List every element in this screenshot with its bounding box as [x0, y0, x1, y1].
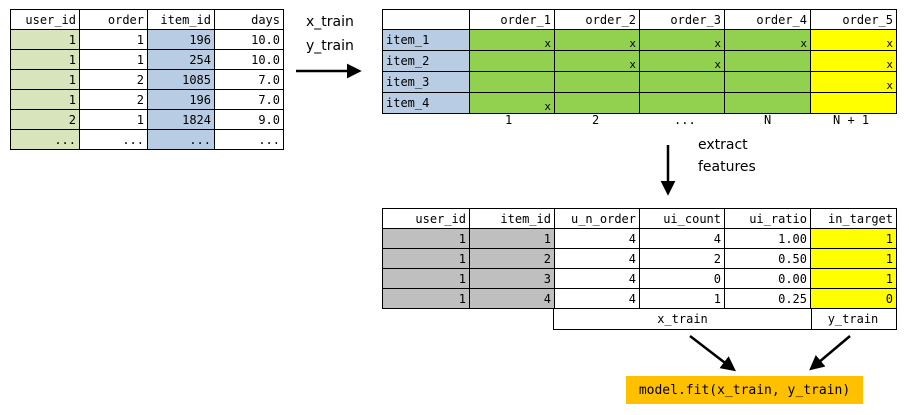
- matrix-header-order-2: order_2: [554, 9, 640, 30]
- features-cell: 1: [469, 228, 555, 249]
- raw-cell-days: 9.0: [214, 109, 284, 130]
- table-row: 1 1 254 10.0: [10, 49, 284, 70]
- y-train-split-label: y_train: [827, 311, 879, 326]
- features-target-cell: 1: [810, 228, 897, 249]
- x-train-split-label: x_train: [657, 311, 708, 326]
- features-header-in-target: in_target: [810, 208, 897, 229]
- raw-cell-item-id: 196: [147, 29, 215, 50]
- matrix-cell: [554, 92, 640, 114]
- raw-cell-order: ...: [79, 129, 148, 150]
- features-cell: 4: [469, 288, 555, 309]
- arrow-x-train-to-fit: [689, 335, 736, 372]
- matrix-header-order-1: order_1: [469, 9, 555, 30]
- raw-cell-days: ...: [214, 129, 284, 150]
- raw-cell-user-id: ...: [10, 129, 80, 150]
- matrix-item-label: item_2: [382, 50, 470, 72]
- matrix-cell: [724, 50, 811, 72]
- raw-cell-item-id: 1824: [147, 109, 215, 130]
- features-table: user_id item_id u_n_order ui_count ui_ra…: [382, 208, 897, 309]
- matrix-item-label: item_4: [382, 92, 470, 114]
- matrix-cell: [724, 92, 811, 114]
- features-header-ui-ratio: ui_ratio: [724, 208, 811, 229]
- matrix-cell: [469, 71, 555, 93]
- raw-cell-days: 10.0: [214, 29, 284, 50]
- matrix-target-cell: x: [810, 50, 897, 72]
- matrix-cell: [469, 50, 555, 72]
- matrix-item-label: item_1: [382, 29, 470, 51]
- matrix-target-cell: x: [810, 71, 897, 93]
- features-header-row: user_id item_id u_n_order ui_count ui_ra…: [382, 208, 897, 229]
- features-target-cell: 1: [810, 248, 897, 269]
- features-cell: 1: [382, 268, 470, 289]
- matrix-header-row: order_1 order_2 order_3 order_4 order_5: [382, 9, 897, 30]
- features-cell: 0.25: [724, 288, 811, 309]
- matrix-footer-label: 2: [592, 113, 600, 127]
- matrix-item-label: item_3: [382, 71, 470, 93]
- matrix-footer-label: 1: [505, 113, 513, 127]
- y-train-split-box: y_train: [810, 308, 897, 330]
- table-row: item_4 x: [382, 92, 897, 114]
- order-matrix-table: order_1 order_2 order_3 order_4 order_5 …: [382, 9, 897, 114]
- raw-cell-item-id: 254: [147, 49, 215, 70]
- table-row: 1 3 4 0 0.00 1: [382, 268, 897, 289]
- x-train-label: x_train: [306, 14, 354, 30]
- matrix-cell: x: [554, 29, 640, 51]
- features-cell: 1: [382, 248, 470, 269]
- table-row: ... ... ... ...: [10, 129, 284, 150]
- raw-cell-user-id: 1: [10, 49, 80, 70]
- table-row: item_1 x x x x x: [382, 29, 897, 51]
- features-target-cell: 0: [810, 288, 897, 309]
- features-header-item-id: item_id: [469, 208, 555, 229]
- extract-label-line1: extract: [698, 137, 748, 153]
- table-row: 1 2 1085 7.0: [10, 69, 284, 90]
- model-fit-call: model.fit(x_train, y_train): [638, 382, 851, 398]
- raw-cell-item-id: ...: [147, 129, 215, 150]
- matrix-cell: [639, 92, 725, 114]
- matrix-cell: x: [469, 92, 555, 114]
- features-cell: 3: [469, 268, 555, 289]
- extract-label-line2: features: [698, 159, 756, 175]
- matrix-target-cell: [810, 92, 897, 114]
- features-cell: 1: [382, 288, 470, 309]
- x-train-split-box: x_train: [553, 308, 812, 330]
- matrix-cell: x: [554, 50, 640, 72]
- matrix-footer-label: N: [764, 113, 772, 127]
- raw-orders-table: user_id order item_id days 1 1 196 10.0 …: [10, 9, 284, 150]
- model-fit-box: model.fit(x_train, y_train): [626, 376, 863, 404]
- raw-table-header-row: user_id order item_id days: [10, 9, 284, 30]
- y-train-label: y_train: [306, 38, 354, 54]
- table-row: item_3 x: [382, 71, 897, 93]
- table-row: 2 1 1824 9.0: [10, 109, 284, 130]
- features-cell: 1.00: [724, 228, 811, 249]
- raw-cell-user-id: 2: [10, 109, 80, 130]
- matrix-cell: [724, 71, 811, 93]
- table-row: 1 4 4 1 0.25 0: [382, 288, 897, 309]
- arrow-y-train-to-fit: [809, 335, 851, 371]
- matrix-footer-label: ...: [674, 113, 696, 127]
- matrix-footer-label: N + 1: [833, 113, 870, 127]
- table-row: 1 2 4 2 0.50 1: [382, 248, 897, 269]
- table-row: item_2 x x x: [382, 50, 897, 72]
